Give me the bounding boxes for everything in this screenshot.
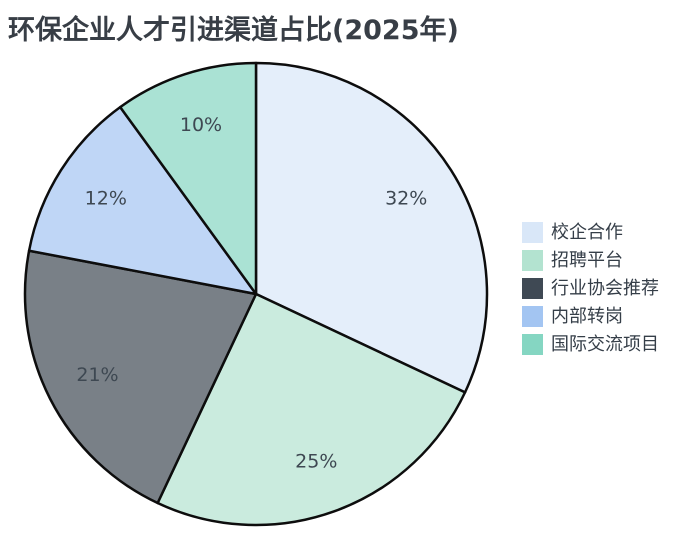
legend-item-0: 校企合作	[522, 222, 659, 243]
legend-label: 校企合作	[551, 222, 623, 243]
pie-slice-1	[156, 292, 467, 527]
slice-percent-label-3: 12%	[85, 188, 127, 210]
chart-title: 环保企业人才引进渠道占比(2025年)	[8, 15, 459, 46]
legend-label: 内部转岗	[551, 306, 623, 327]
pie-slice-4	[118, 61, 258, 296]
pie-slice-3	[27, 105, 258, 296]
slice-percent-label-4: 10%	[180, 114, 222, 136]
legend-item-4: 国际交流项目	[522, 334, 659, 355]
legend-swatch-icon	[522, 222, 543, 243]
slice-percent-label-0: 32%	[385, 188, 427, 210]
legend-swatch-icon	[522, 250, 543, 271]
slice-percent-label-2: 21%	[76, 364, 118, 386]
slice-percent-label-1: 25%	[295, 450, 337, 472]
legend-swatch-icon	[522, 334, 543, 355]
pie-slice-0	[254, 61, 489, 394]
legend-item-2: 行业协会推荐	[522, 278, 659, 299]
legend-label: 国际交流项目	[551, 334, 659, 355]
legend-label: 招聘平台	[551, 250, 623, 271]
legend-item-3: 内部转岗	[522, 306, 659, 327]
legend-label: 行业协会推荐	[551, 278, 659, 299]
legend-item-1: 招聘平台	[522, 250, 659, 271]
pie-slice-2	[23, 249, 258, 505]
legend-swatch-icon	[522, 278, 543, 299]
legend: 校企合作招聘平台行业协会推荐 内部转岗国际交流项目	[522, 222, 659, 355]
legend-swatch-icon	[522, 306, 543, 327]
